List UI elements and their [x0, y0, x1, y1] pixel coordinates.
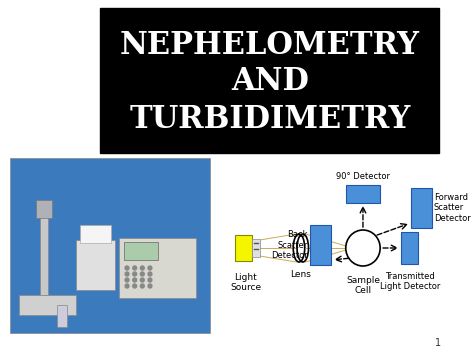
Text: Back
Scatter
Detector: Back Scatter Detector: [271, 230, 308, 260]
Circle shape: [148, 278, 152, 282]
Text: 1: 1: [435, 338, 441, 348]
FancyBboxPatch shape: [119, 238, 196, 298]
Text: Transmitted
Light Detector: Transmitted Light Detector: [380, 272, 440, 291]
FancyBboxPatch shape: [124, 242, 157, 260]
FancyBboxPatch shape: [40, 215, 48, 295]
Text: 90° Detector: 90° Detector: [336, 172, 390, 181]
Text: Forward
Scatter
Detector: Forward Scatter Detector: [434, 193, 470, 223]
Text: NEPHELOMETRY: NEPHELOMETRY: [120, 31, 420, 61]
Circle shape: [148, 266, 152, 270]
FancyBboxPatch shape: [346, 185, 380, 203]
Circle shape: [140, 278, 144, 282]
FancyBboxPatch shape: [252, 239, 260, 257]
Text: Lens: Lens: [291, 270, 311, 279]
Text: Sample
Cell: Sample Cell: [346, 276, 380, 295]
Circle shape: [125, 266, 129, 270]
FancyBboxPatch shape: [235, 235, 252, 261]
Circle shape: [148, 284, 152, 288]
Circle shape: [133, 266, 137, 270]
Circle shape: [125, 278, 129, 282]
FancyBboxPatch shape: [401, 232, 419, 264]
Circle shape: [140, 284, 144, 288]
Circle shape: [125, 272, 129, 276]
FancyBboxPatch shape: [100, 8, 439, 153]
FancyBboxPatch shape: [9, 158, 210, 333]
Text: Light
Source: Light Source: [230, 273, 261, 293]
Circle shape: [133, 284, 137, 288]
FancyBboxPatch shape: [76, 240, 115, 290]
Circle shape: [125, 284, 129, 288]
Circle shape: [133, 278, 137, 282]
FancyBboxPatch shape: [57, 305, 67, 327]
Text: TURBIDIMETRY: TURBIDIMETRY: [129, 104, 410, 136]
FancyBboxPatch shape: [310, 225, 331, 265]
Circle shape: [346, 230, 380, 266]
FancyBboxPatch shape: [36, 200, 52, 218]
Circle shape: [148, 272, 152, 276]
FancyBboxPatch shape: [19, 295, 76, 315]
Text: AND: AND: [231, 66, 309, 97]
Circle shape: [133, 272, 137, 276]
FancyBboxPatch shape: [411, 188, 432, 228]
Circle shape: [140, 272, 144, 276]
FancyBboxPatch shape: [80, 225, 111, 243]
Circle shape: [140, 266, 144, 270]
